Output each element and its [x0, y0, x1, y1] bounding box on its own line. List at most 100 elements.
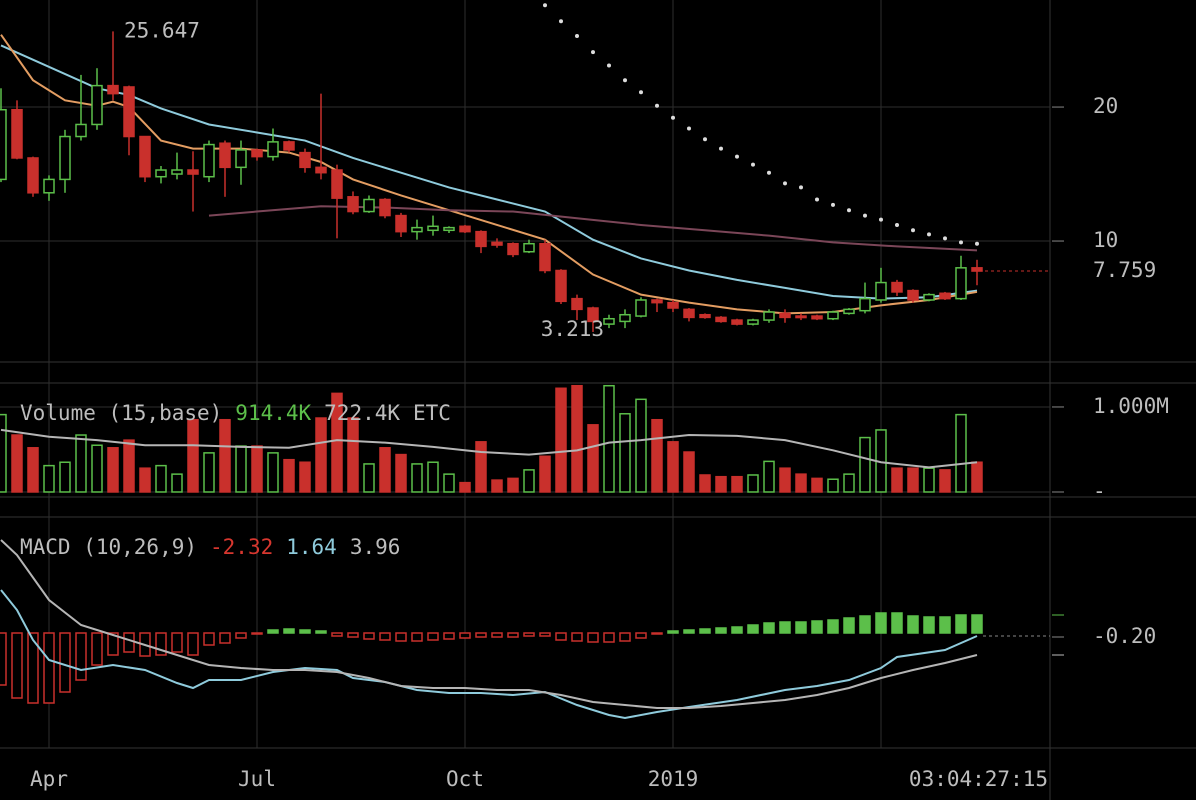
- candle-body: [379, 198, 391, 217]
- candle-body: [203, 143, 215, 178]
- candle-body: [523, 242, 535, 253]
- candle-body: [139, 135, 151, 178]
- volume-bar: [123, 439, 135, 493]
- sar-dot: [783, 181, 787, 186]
- macd-histogram-bar: [587, 632, 599, 643]
- macd-histogram-bar: [299, 629, 311, 634]
- sar-dot: [863, 213, 867, 218]
- candle-body: [731, 319, 743, 325]
- macd-histogram-bar: [427, 632, 439, 641]
- candle-body: [443, 226, 455, 232]
- macd-histogram-bar: [811, 620, 823, 634]
- sar-dot: [543, 3, 547, 8]
- candle-body: [315, 166, 327, 174]
- macd-histogram-bar: [731, 626, 743, 634]
- volume-bar: [171, 473, 183, 493]
- volume-bar: [299, 461, 311, 493]
- macd-histogram-bar: [43, 632, 55, 704]
- sar-dot: [559, 19, 563, 24]
- macd-histogram-bar: [75, 632, 87, 681]
- legend-unit: ETC: [413, 401, 451, 425]
- volume-bar: [683, 451, 695, 493]
- sar-dot: [831, 202, 835, 207]
- sar-dot: [703, 137, 707, 142]
- candle-body: [491, 241, 503, 246]
- volume-bar: [779, 467, 791, 493]
- macd-histogram-bar: [891, 612, 903, 634]
- macd-histogram-bar: [907, 615, 919, 634]
- candle-body: [91, 84, 103, 126]
- macd-histogram-bar: [91, 632, 103, 666]
- macd-histogram-bar: [939, 616, 951, 634]
- macd-histogram-bar: [715, 627, 727, 634]
- candle-body: [667, 301, 679, 309]
- macd-histogram-bar: [219, 632, 231, 644]
- volume-bar: [891, 467, 903, 493]
- macd-histogram-bar: [267, 629, 279, 634]
- moving-average: [208, 205, 978, 252]
- candle-body: [107, 84, 119, 95]
- candle-body: [347, 196, 359, 213]
- macd-histogram-bar: [283, 628, 295, 634]
- volume-bar: [907, 467, 919, 493]
- volume-bar: [811, 477, 823, 493]
- y-tick-label: -0.20: [1093, 624, 1156, 648]
- sar-dot: [623, 78, 627, 83]
- y-tick-label: -: [1093, 479, 1106, 503]
- y-tick-label: 10: [1093, 228, 1118, 252]
- candle-body: [683, 308, 695, 319]
- volume-bar: [795, 473, 807, 493]
- volume-bar: [331, 392, 343, 493]
- volume-bar: [187, 418, 199, 493]
- volume-bar: [923, 467, 935, 493]
- y-tick-label: 20: [1093, 94, 1118, 118]
- candle-body: [795, 315, 807, 319]
- macd-histogram-bar: [123, 632, 135, 653]
- sar-dot: [943, 236, 947, 241]
- macd-histogram-bar: [651, 632, 663, 635]
- candle-body: [859, 297, 871, 312]
- sar-dot: [687, 126, 691, 131]
- volume-bar: [219, 418, 231, 493]
- macd-histogram-bar: [491, 632, 503, 638]
- volume-bar: [475, 441, 487, 493]
- y-tick-label: 1.000M: [1093, 394, 1169, 418]
- candle-body: [411, 226, 423, 233]
- sar-dot: [575, 34, 579, 39]
- candle-body: [475, 230, 487, 248]
- candle-body: [971, 267, 983, 272]
- candle-body: [811, 315, 823, 320]
- volume-average: [0, 428, 978, 469]
- macd-histogram-bar: [379, 632, 391, 641]
- sar-dot: [751, 162, 755, 167]
- volume-bar: [491, 479, 503, 493]
- macd-histogram-bar: [523, 632, 535, 637]
- macd-histogram-bar: [955, 614, 967, 634]
- legend: Volume (15,base) 914.4K 722.4K ETC: [20, 401, 451, 425]
- sar-dot: [815, 197, 819, 202]
- volume-bar: [731, 475, 743, 493]
- macd-histogram-bar: [843, 617, 855, 634]
- candle-body: [907, 289, 919, 301]
- candle-body: [43, 178, 55, 194]
- candle-body: [875, 281, 887, 301]
- macd-histogram-bar: [667, 630, 679, 634]
- candle-body: [555, 269, 567, 303]
- sar-dot: [879, 217, 883, 222]
- macd-histogram-bar: [11, 632, 23, 699]
- candle-body: [507, 242, 519, 256]
- sar-dot: [719, 146, 723, 151]
- sar-dot: [671, 115, 675, 120]
- sar-dot: [847, 208, 851, 213]
- volume-bar: [635, 398, 647, 493]
- candle-body: [59, 135, 71, 181]
- macd-histogram-bar: [411, 632, 423, 642]
- sar-dot: [767, 170, 771, 175]
- candle-body: [395, 214, 407, 233]
- macd-histogram-bar: [475, 632, 487, 638]
- volume-bar: [91, 444, 103, 493]
- legend-value: 914.4K: [235, 401, 311, 425]
- macd-histogram-bar: [0, 632, 7, 686]
- macd-histogram-bar: [251, 632, 263, 635]
